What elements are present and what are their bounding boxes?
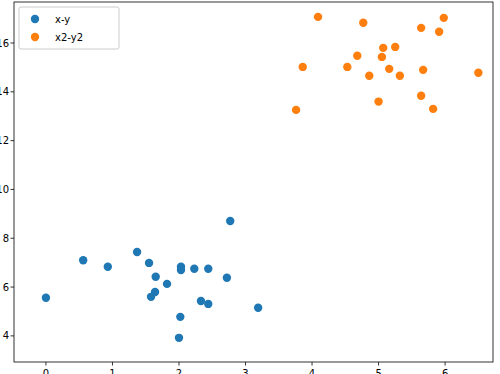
y-tick — [11, 140, 15, 141]
point — [292, 106, 300, 114]
point — [152, 273, 160, 281]
legend: x-y x2-y2 — [19, 7, 119, 49]
y-tick-label: 8 — [3, 233, 9, 244]
point — [42, 294, 50, 302]
point — [379, 44, 387, 52]
x-tick — [45, 362, 46, 366]
x-tick — [245, 362, 246, 366]
point — [314, 13, 322, 21]
point — [79, 256, 87, 264]
point — [385, 65, 393, 73]
y-tick-label: 10 — [0, 184, 9, 195]
x-tick-label: 5 — [375, 368, 381, 374]
point — [133, 248, 141, 256]
point — [391, 43, 399, 51]
x-tick-label: 3 — [242, 368, 248, 374]
y-tick-label: 12 — [0, 135, 9, 146]
legend-marker — [31, 33, 39, 41]
point — [204, 300, 212, 308]
point — [299, 63, 307, 71]
point — [353, 51, 361, 59]
y-tick-label: 14 — [0, 86, 9, 97]
x-tick — [312, 362, 313, 366]
legend-label: x-y — [55, 14, 70, 25]
y-tick — [11, 43, 15, 44]
point — [378, 53, 386, 61]
legend-marker — [31, 15, 39, 23]
x-tick — [378, 362, 379, 366]
x-tick-label: 0 — [43, 368, 49, 374]
x-tick — [178, 362, 179, 366]
point — [104, 263, 112, 271]
point — [190, 265, 198, 273]
y-tick — [11, 91, 15, 92]
point — [429, 105, 437, 113]
plot-frame — [14, 2, 493, 362]
y-tick — [11, 287, 15, 288]
x-tick-label: 1 — [109, 368, 115, 374]
points — [42, 13, 483, 342]
point — [163, 280, 171, 288]
point — [474, 69, 482, 77]
legend-label: x2-y2 — [55, 32, 83, 43]
point — [147, 293, 155, 301]
x-tick — [445, 362, 446, 366]
y-tick — [11, 189, 15, 190]
point — [197, 297, 205, 305]
point — [365, 72, 373, 80]
point — [175, 334, 183, 342]
point — [343, 63, 351, 71]
point — [359, 19, 367, 27]
legend-box — [19, 7, 119, 49]
point — [177, 266, 185, 274]
chart: 012345646810121416x-yx2-y2 — [0, 0, 500, 374]
x-tick — [112, 362, 113, 366]
point — [176, 313, 184, 321]
point — [374, 97, 382, 105]
point — [254, 304, 262, 312]
y-tick-label: 16 — [0, 38, 9, 49]
point — [440, 14, 448, 22]
point — [223, 274, 231, 282]
point — [417, 92, 425, 100]
point — [396, 72, 404, 80]
x-tick-label: 6 — [442, 368, 448, 374]
y-tick-label: 6 — [3, 282, 9, 293]
point — [226, 217, 234, 225]
y-tick-label: 4 — [3, 330, 9, 341]
y-tick — [11, 238, 15, 239]
point — [145, 259, 153, 267]
x-tick-label: 2 — [176, 368, 182, 374]
x-tick-label: 4 — [309, 368, 315, 374]
y-tick — [11, 335, 15, 336]
point — [204, 265, 212, 273]
point — [435, 28, 443, 36]
point — [417, 24, 425, 32]
point — [419, 66, 427, 74]
